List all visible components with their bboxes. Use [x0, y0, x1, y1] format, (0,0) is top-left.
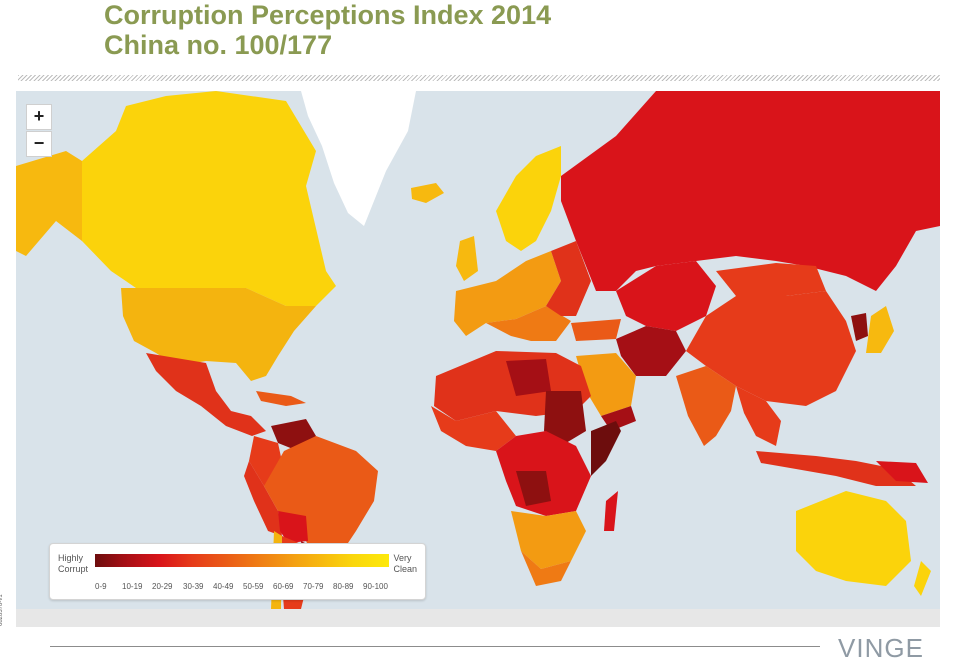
map-legend: Highly Corrupt Very Clean 0-9 10-19 20-2… — [49, 543, 426, 600]
slide-title: Corruption Perceptions Index 2014 China … — [104, 0, 551, 60]
indonesia-shape — [756, 451, 916, 486]
canada-shape — [82, 91, 336, 306]
legend-left-label: Highly Corrupt — [58, 553, 88, 575]
legend-corrupt: Corrupt — [58, 564, 89, 574]
legend-range: 10-19 — [122, 582, 143, 591]
iceland-shape — [411, 183, 444, 203]
new-zealand-shape — [914, 561, 931, 596]
se-asia-shape — [736, 386, 781, 446]
mongolia-shape — [716, 263, 826, 296]
map-bottom-band — [16, 609, 940, 627]
uk-shape — [456, 236, 478, 281]
vinge-logo: VINGE — [838, 633, 924, 663]
peru-shape — [244, 461, 282, 536]
greenland-shape — [301, 91, 416, 226]
china-shape — [686, 291, 856, 406]
legend-range: 30-39 — [183, 582, 204, 591]
iran-afghanistan-shape — [616, 326, 686, 376]
turkey-shape — [571, 319, 621, 341]
saudi-shape — [576, 353, 636, 416]
legend-range: 60-69 — [273, 582, 294, 591]
legend-very: Very — [393, 553, 412, 563]
legend-right-label: Very Clean — [393, 553, 417, 575]
legend-clean: Clean — [393, 564, 417, 574]
legend-range: 80-89 — [333, 582, 354, 591]
australia-shape — [796, 491, 911, 586]
west-europe-shape — [454, 251, 561, 336]
legend-highly: Highly — [58, 553, 84, 563]
footer-divider — [50, 646, 820, 647]
bolivia-shape — [278, 511, 308, 543]
legend-range: 0-9 — [95, 582, 107, 591]
zoom-out-button[interactable]: − — [26, 131, 52, 157]
libya-shape — [506, 359, 551, 396]
madagascar-shape — [604, 491, 618, 531]
scandinavia-shape — [496, 146, 561, 251]
india-shape — [676, 366, 736, 446]
png-shape — [876, 461, 928, 483]
hatched-divider — [18, 75, 940, 81]
legend-range: 70-79 — [303, 582, 324, 591]
southern-africa-shape — [511, 511, 586, 569]
legend-color-scale — [95, 554, 389, 567]
legend-range: 90-100 — [363, 582, 388, 591]
somalia-shape — [591, 421, 621, 476]
east-europe-shape — [546, 241, 591, 316]
caribbean-shape — [256, 391, 306, 406]
korea-shape — [851, 313, 868, 341]
south-africa-shape — [521, 551, 571, 586]
sudan-shape — [544, 391, 586, 446]
central-asia-shape — [616, 261, 716, 331]
south-europe-shape — [486, 306, 571, 341]
mexico-shape — [146, 353, 266, 436]
west-africa-shape — [431, 406, 516, 451]
legend-range: 40-49 — [213, 582, 234, 591]
world-map[interactable] — [16, 91, 940, 609]
legend-range-labels: 0-9 10-19 20-29 30-39 40-49 50-59 60-69 … — [95, 582, 395, 594]
alaska-shape — [16, 151, 82, 256]
drc-shape — [516, 471, 551, 506]
brazil-shape — [264, 436, 378, 561]
japan-shape — [866, 306, 894, 353]
world-map-svg — [16, 91, 940, 609]
title-line-1: Corruption Perceptions Index 2014 — [104, 0, 552, 30]
legend-range: 50-59 — [243, 582, 264, 591]
zoom-in-button[interactable]: + — [26, 104, 52, 130]
document-id: 6828378-v1 — [0, 594, 4, 626]
title-line-2: China no. 100/177 — [104, 30, 333, 60]
russia-shape — [561, 91, 940, 291]
legend-range: 20-29 — [152, 582, 173, 591]
